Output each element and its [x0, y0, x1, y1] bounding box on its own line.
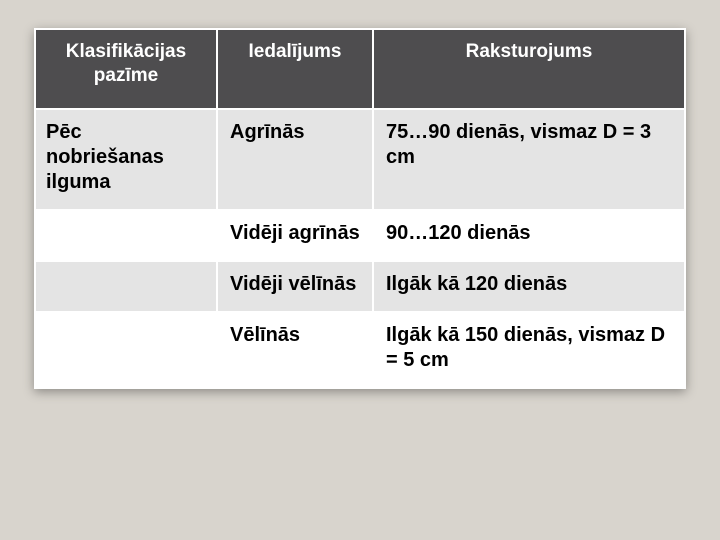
table-header-row: Klasifikācijas pazīme Iedalījums Rakstur… [35, 29, 685, 109]
table-row: Vidēji agrīnās 90…120 dienās [35, 210, 685, 261]
table-row: Vēlīnās Ilgāk kā 150 dienās, vismaz D = … [35, 312, 685, 388]
cell-feature [35, 210, 217, 261]
cell-division: Vēlīnās [217, 312, 373, 388]
classification-table: Klasifikācijas pazīme Iedalījums Rakstur… [34, 28, 686, 389]
table-card: Klasifikācijas pazīme Iedalījums Rakstur… [34, 28, 686, 389]
col-header-feature: Klasifikācijas pazīme [35, 29, 217, 109]
col-header-division: Iedalījums [217, 29, 373, 109]
table-row: Vidēji vēlīnās Ilgāk kā 120 dienās [35, 261, 685, 312]
cell-description: 75…90 dienās, vismaz D = 3 cm [373, 109, 685, 210]
table-row: Pēc nobriešanas ilguma Agrīnās 75…90 die… [35, 109, 685, 210]
cell-feature: Pēc nobriešanas ilguma [35, 109, 217, 210]
cell-description: Ilgāk kā 120 dienās [373, 261, 685, 312]
cell-division: Agrīnās [217, 109, 373, 210]
cell-description: 90…120 dienās [373, 210, 685, 261]
cell-feature [35, 261, 217, 312]
cell-feature [35, 312, 217, 388]
cell-division: Vidēji agrīnās [217, 210, 373, 261]
cell-description: Ilgāk kā 150 dienās, vismaz D = 5 cm [373, 312, 685, 388]
col-header-description: Raksturojums [373, 29, 685, 109]
cell-division: Vidēji vēlīnās [217, 261, 373, 312]
